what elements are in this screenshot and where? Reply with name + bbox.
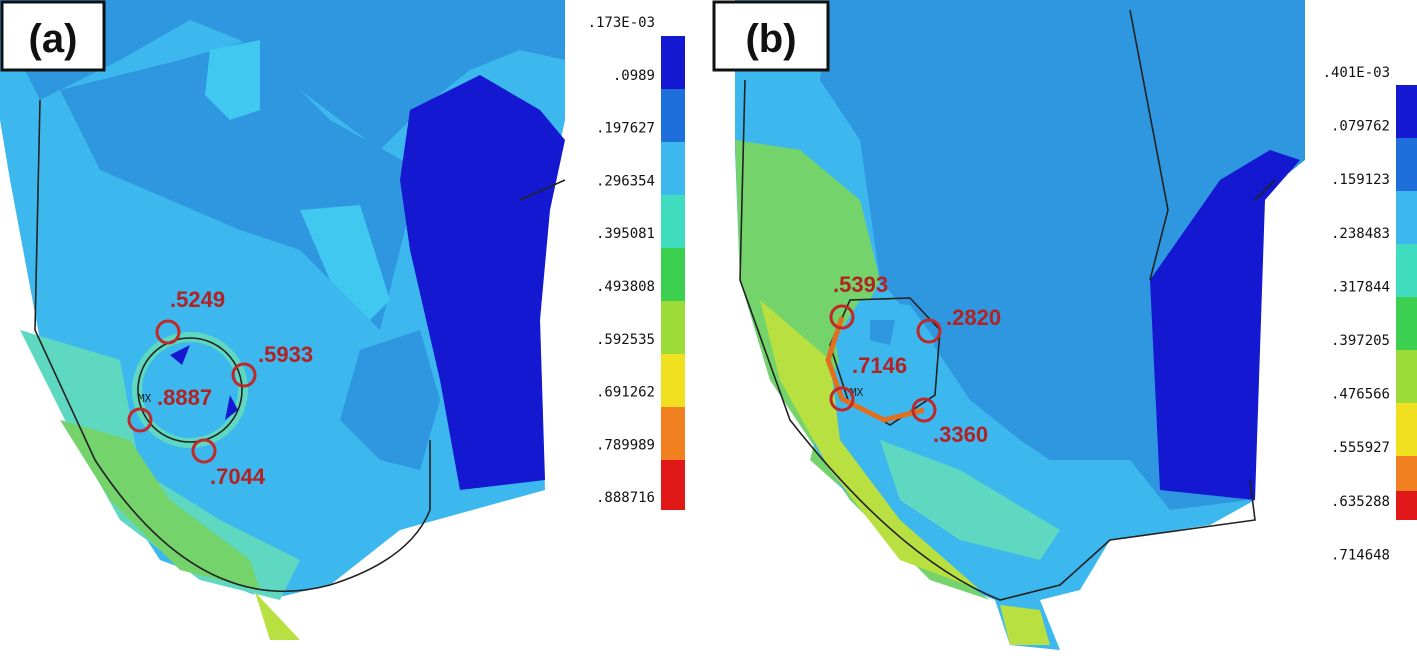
colorbar-a [661,36,685,510]
colorbar-label: .493808 [596,279,655,295]
colorbar-label: .317844 [1331,279,1390,295]
colorbar-label: .555927 [1331,440,1390,456]
colorbar-label: .079762 [1331,119,1390,135]
colorbar-label: .635288 [1331,494,1390,510]
colorbar-label: .159123 [1331,172,1390,188]
colorbar-label: .714648 [1331,547,1390,563]
colorbar-label: .401E-03 [1323,65,1390,81]
colorbar-label: .789989 [596,437,655,453]
annotation: .5393 [833,272,888,297]
colorbar-label: .397205 [1331,333,1390,349]
colorbar-label: .296354 [596,173,655,189]
annotation: .7044 [210,464,266,489]
colorbar-label: .0989 [613,68,655,84]
label-box-b [712,0,830,72]
annotation: .5249 [170,287,225,312]
contour-b [735,0,1305,650]
annotation: .2820 [946,305,1001,330]
panel-label: (a) [29,17,78,61]
annotation: .8887 [157,385,212,410]
annotation: .3360 [933,422,988,447]
mx-label: MX [138,392,152,405]
colorbar-label: .238483 [1331,226,1390,242]
contour-a [0,0,566,640]
colorbar-label: .691262 [596,385,655,401]
colorbar-label: .173E-03 [588,15,655,31]
rings [127,304,942,464]
colorbar-label: .476566 [1331,387,1390,403]
panel-label: (b) [745,17,796,61]
colorbar-label: .888716 [596,490,655,506]
colorbar-label: .395081 [596,226,655,242]
colorbar-label: .592535 [596,332,655,348]
annotation: .5933 [258,342,313,367]
colorbar-label: .197627 [596,121,655,137]
annotation: .7146 [852,353,907,378]
label-box-a [0,0,106,72]
colorbar-b [1396,85,1417,520]
